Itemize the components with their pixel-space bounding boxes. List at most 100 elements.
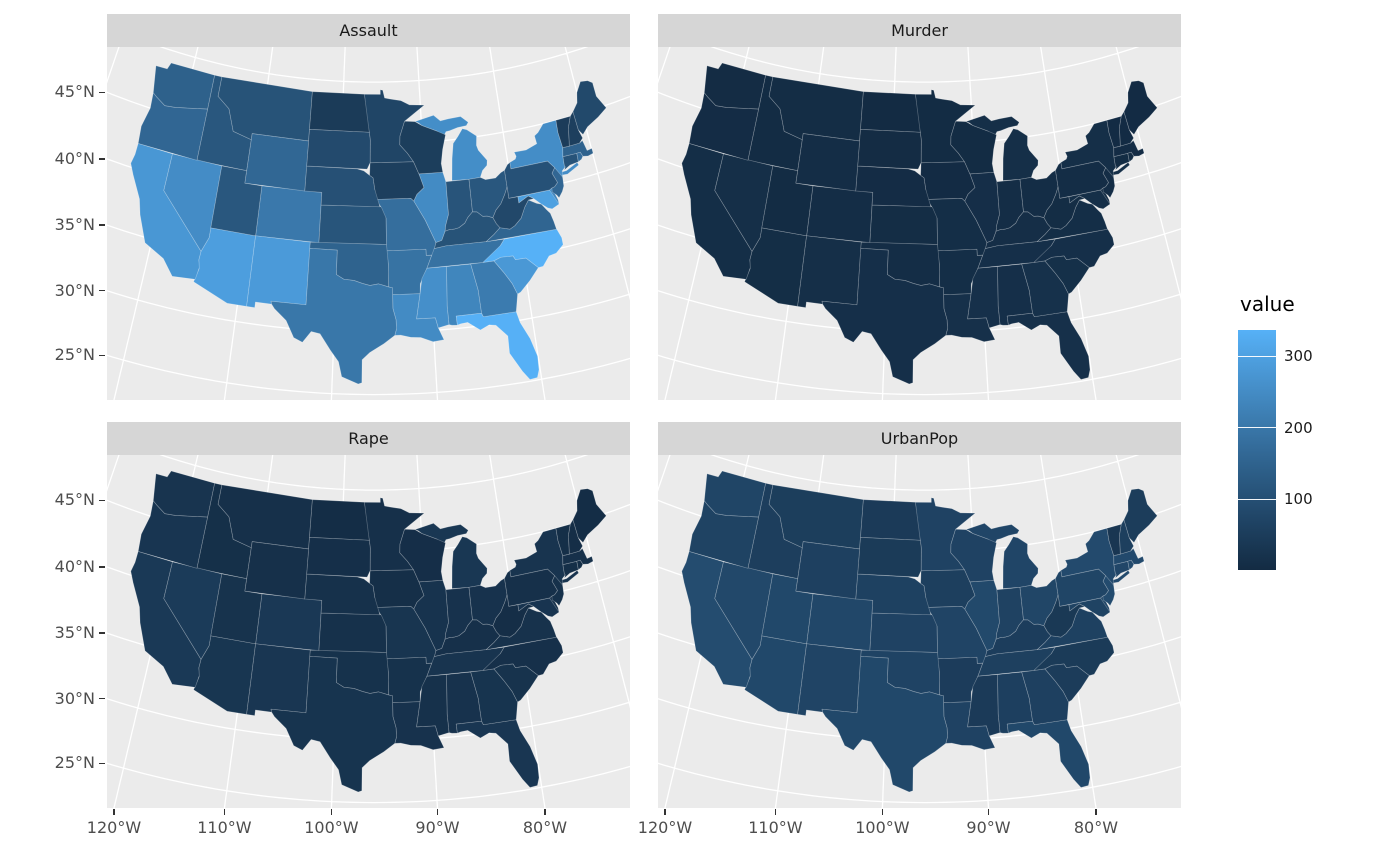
y-axis-label: 40°N bbox=[54, 148, 95, 168]
x-axis-tick bbox=[436, 809, 439, 815]
state-shape-ne bbox=[304, 165, 381, 208]
state-shape-in bbox=[995, 178, 1024, 232]
state-shape-pa bbox=[504, 160, 558, 199]
map-panel-urbanpop bbox=[658, 455, 1181, 808]
state-shape-fl bbox=[455, 719, 540, 788]
y-axis-label: 30°N bbox=[54, 280, 95, 300]
state-shape-co bbox=[806, 593, 874, 652]
state-shape-in bbox=[995, 586, 1024, 640]
state-shape-ne bbox=[855, 165, 932, 208]
state-shape-ut bbox=[210, 165, 263, 237]
state-shape-ms bbox=[416, 674, 450, 737]
state-shape-pa bbox=[1055, 568, 1109, 607]
state-shape-ut bbox=[761, 165, 814, 237]
facet-strip-urbanpop: UrbanPop bbox=[658, 422, 1181, 455]
x-axis-label: 100°W bbox=[304, 818, 359, 837]
y-axis-label: 30°N bbox=[54, 688, 95, 708]
state-shape-wy bbox=[244, 541, 309, 600]
y-axis-label: 25°N bbox=[54, 753, 95, 773]
state-shape-tn bbox=[977, 646, 1056, 677]
state-shape-ms bbox=[416, 266, 450, 329]
y-axis-label: 40°N bbox=[54, 556, 95, 576]
legend-colorbar bbox=[1238, 330, 1276, 570]
x-axis-tick bbox=[330, 809, 333, 815]
state-shape-nv bbox=[714, 561, 774, 660]
x-axis-label: 80°W bbox=[522, 818, 568, 837]
state-shape-vt bbox=[1106, 523, 1122, 556]
y-axis-tick bbox=[99, 158, 105, 160]
map-panel-assault bbox=[107, 47, 630, 400]
state-shape-nm bbox=[246, 643, 311, 716]
state-shape-wi bbox=[950, 528, 997, 583]
state-shape-tn bbox=[426, 238, 505, 269]
x-axis-label: 100°W bbox=[855, 818, 910, 837]
state-shape-me bbox=[1123, 488, 1158, 543]
y-axis-tick bbox=[99, 566, 105, 568]
x-axis-tick bbox=[544, 809, 546, 815]
facet-strip-label: Rape bbox=[348, 429, 389, 448]
state-shape-mi bbox=[414, 522, 488, 589]
legend: value 300 200 100 bbox=[1238, 292, 1388, 570]
state-shape-ri bbox=[1127, 559, 1135, 571]
state-shape-tx bbox=[821, 655, 948, 793]
state-shape-mt bbox=[768, 484, 864, 550]
state-shape-nv bbox=[163, 561, 223, 660]
x-axis-tick bbox=[223, 809, 226, 815]
state-shape-sd bbox=[857, 129, 922, 170]
map-svg-assault bbox=[107, 47, 630, 400]
state-shape-tn bbox=[426, 646, 505, 677]
legend-tick-label: 300 bbox=[1284, 347, 1313, 366]
state-shape-mt bbox=[217, 76, 313, 142]
state-shape-mi bbox=[965, 114, 1039, 181]
state-shape-mo bbox=[375, 606, 437, 664]
state-shape-mi bbox=[965, 522, 1039, 589]
y-axis-label: 25°N bbox=[54, 345, 95, 365]
facet-strip-label: UrbanPop bbox=[880, 429, 959, 448]
y-axis-label: 35°N bbox=[54, 623, 95, 643]
state-shape-ks bbox=[869, 612, 938, 653]
state-shape-wi bbox=[399, 528, 446, 583]
state-shape-ne bbox=[304, 573, 381, 616]
state-shape-tx bbox=[270, 655, 397, 793]
state-shape-me bbox=[1123, 80, 1158, 135]
state-shape-ri bbox=[576, 559, 584, 571]
facet-strip-murder: Murder bbox=[658, 14, 1181, 47]
state-shape-ks bbox=[869, 204, 938, 245]
state-shape-wv bbox=[492, 594, 535, 638]
state-shape-nm bbox=[797, 643, 862, 716]
state-shape-ut bbox=[210, 573, 263, 645]
state-shape-mn bbox=[915, 497, 976, 572]
legend-tick-label: 200 bbox=[1284, 418, 1313, 437]
state-shape-ut bbox=[761, 573, 814, 645]
facet-strip-assault: Assault bbox=[107, 14, 630, 47]
state-shape-wv bbox=[1043, 186, 1086, 230]
state-shape-mn bbox=[364, 89, 425, 164]
state-shape-sd bbox=[306, 129, 371, 170]
state-shape-ks bbox=[318, 204, 387, 245]
state-shape-tx bbox=[821, 247, 948, 385]
state-shape-mo bbox=[926, 606, 988, 664]
state-shape-ri bbox=[576, 151, 584, 163]
state-shape-co bbox=[255, 185, 323, 244]
y-axis-tick bbox=[99, 762, 105, 765]
state-shape-wy bbox=[244, 133, 309, 192]
state-shape-nd bbox=[309, 91, 370, 133]
state-shape-ms bbox=[967, 674, 1001, 737]
state-shape-me bbox=[572, 80, 607, 135]
x-axis-label: 90°W bbox=[415, 818, 460, 837]
y-axis-tick bbox=[99, 224, 105, 226]
state-shape-sd bbox=[857, 537, 922, 578]
state-shape-in bbox=[444, 586, 473, 640]
state-shape-ks bbox=[318, 612, 387, 653]
state-shape-me bbox=[572, 488, 607, 543]
y-axis-tick bbox=[99, 632, 105, 634]
state-shape-nv bbox=[163, 153, 223, 252]
state-shape-sc bbox=[1044, 255, 1090, 295]
state-shape-ri bbox=[1127, 151, 1135, 163]
state-shape-ne bbox=[855, 573, 932, 616]
state-shape-co bbox=[806, 185, 874, 244]
x-axis-tick bbox=[113, 809, 115, 815]
y-axis-label: 35°N bbox=[54, 215, 95, 235]
state-shape-tx bbox=[270, 247, 397, 385]
